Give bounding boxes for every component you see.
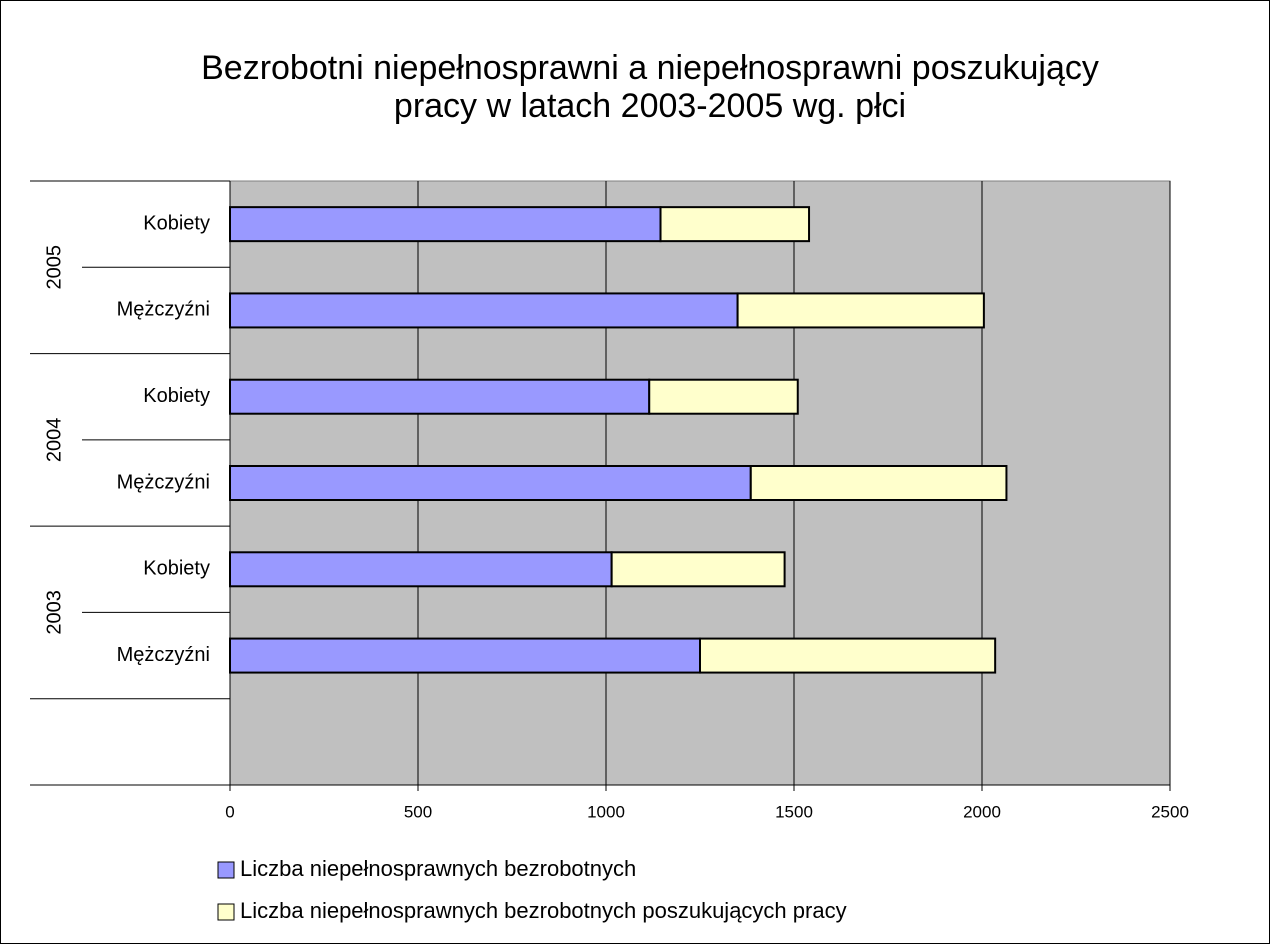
bar-segment: [610, 551, 786, 588]
x-tick-label: 1000: [587, 802, 625, 821]
bar-segment: [648, 378, 799, 415]
x-tick-label: 2000: [963, 802, 1001, 821]
category-label: Mężczyźni: [117, 644, 210, 666]
bar-segment: [229, 465, 752, 501]
bar-segment: [749, 465, 1008, 501]
bar-segment: [229, 292, 739, 329]
legend-label: Liczba niepełnosprawnych bezrobotnych: [240, 856, 636, 881]
x-tick-label: 2500: [1151, 802, 1189, 821]
bar-segment: [659, 206, 811, 243]
group-label: 2003: [43, 590, 65, 635]
bar-segment: [736, 292, 985, 329]
group-label: 2005: [43, 245, 65, 290]
bar-segment: [229, 378, 651, 415]
legend-swatch: [217, 903, 235, 921]
category-label: Mężczyźni: [117, 299, 210, 321]
bar-segment: [699, 637, 997, 674]
chart-title: Bezrobotni niepełnosprawni a niepełnospr…: [201, 49, 1099, 125]
category-label: Kobiety: [143, 558, 210, 580]
x-tick-label: 0: [225, 802, 234, 821]
legend-swatch: [217, 861, 235, 879]
group-label: 2004: [43, 418, 65, 463]
bar-segment: [229, 206, 662, 243]
category-label: Mężczyźni: [117, 471, 210, 493]
x-tick-label: 500: [404, 802, 432, 821]
legend-label: Liczba niepełnosprawnych bezrobotnych po…: [240, 898, 847, 923]
category-label: Kobiety: [143, 385, 210, 407]
x-tick-label: 1500: [775, 802, 813, 821]
bar-segment: [229, 637, 701, 674]
bar-segment: [229, 551, 613, 588]
category-label: Kobiety: [143, 212, 210, 234]
